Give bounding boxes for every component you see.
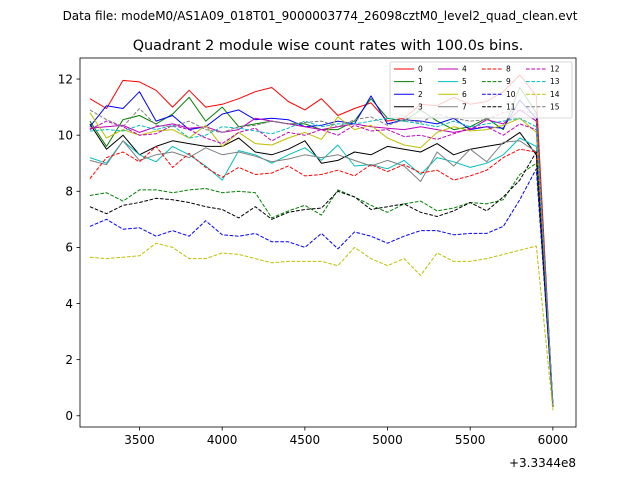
plot-area-border (79, 57, 577, 428)
legend-label-12: 12 (550, 65, 560, 74)
series-line-11 (89, 151, 554, 408)
series-line-13 (89, 117, 554, 405)
axes-frame (79, 57, 577, 428)
series-line-12 (89, 120, 554, 405)
series-line-4 (89, 109, 554, 405)
legend-box (389, 61, 573, 119)
x-tick-label: 5500 (455, 433, 486, 447)
series-line-14 (89, 242, 554, 411)
plot-lines (89, 74, 554, 411)
series-line-3 (89, 123, 554, 407)
x-tick-label: 6000 (538, 433, 569, 447)
legend-label-3: 3 (418, 102, 423, 111)
figure-suptitle: Data file: modeM0/AS1A09_018T01_90000037… (63, 9, 578, 23)
y-tick-label: 2 (65, 353, 73, 367)
series-line-6 (89, 112, 554, 408)
legend-label-1: 1 (418, 77, 423, 86)
legend-label-5: 5 (462, 77, 467, 86)
y-tick-label: 12 (58, 72, 73, 86)
legend-label-2: 2 (418, 90, 423, 99)
y-tick-label: 10 (58, 128, 73, 142)
series-line-7 (89, 140, 554, 405)
x-axis-ticks: 3500 4000 4500 5000 5500 6000 (124, 427, 568, 447)
x-tick-label: 3500 (124, 433, 155, 447)
series-line-1 (89, 87, 554, 405)
y-tick-label: 6 (65, 241, 73, 255)
legend-label-9: 9 (506, 77, 511, 86)
y-tick-label: 4 (65, 297, 73, 311)
x-axis-offset-label: +3.3344e8 (509, 456, 576, 470)
legend-label-14: 14 (550, 90, 560, 99)
series-line-9 (89, 162, 554, 407)
series-line-5 (89, 137, 554, 405)
series-line-8 (89, 145, 554, 405)
legend-label-8: 8 (506, 65, 511, 74)
x-tick-label: 4500 (290, 433, 321, 447)
legend-label-4: 4 (462, 65, 467, 74)
series-line-10 (89, 168, 554, 405)
legend-label-0: 0 (418, 65, 423, 74)
legend-label-11: 11 (506, 102, 516, 111)
series-line-15 (89, 108, 554, 405)
x-tick-label: 4000 (207, 433, 238, 447)
legend-label-10: 10 (506, 90, 516, 99)
series-line-2 (89, 91, 554, 405)
chart-title: Quadrant 2 module wise count rates with … (133, 38, 524, 54)
y-tick-label: 8 (65, 185, 73, 199)
legend-label-7: 7 (462, 102, 467, 111)
x-tick-label: 5000 (372, 433, 403, 447)
y-tick-label: 0 (65, 409, 73, 423)
legend-label-15: 15 (550, 102, 560, 111)
legend-label-6: 6 (462, 90, 467, 99)
y-axis-ticks: 0 2 4 6 8 10 12 (58, 72, 80, 423)
legend-label-13: 13 (550, 77, 560, 86)
